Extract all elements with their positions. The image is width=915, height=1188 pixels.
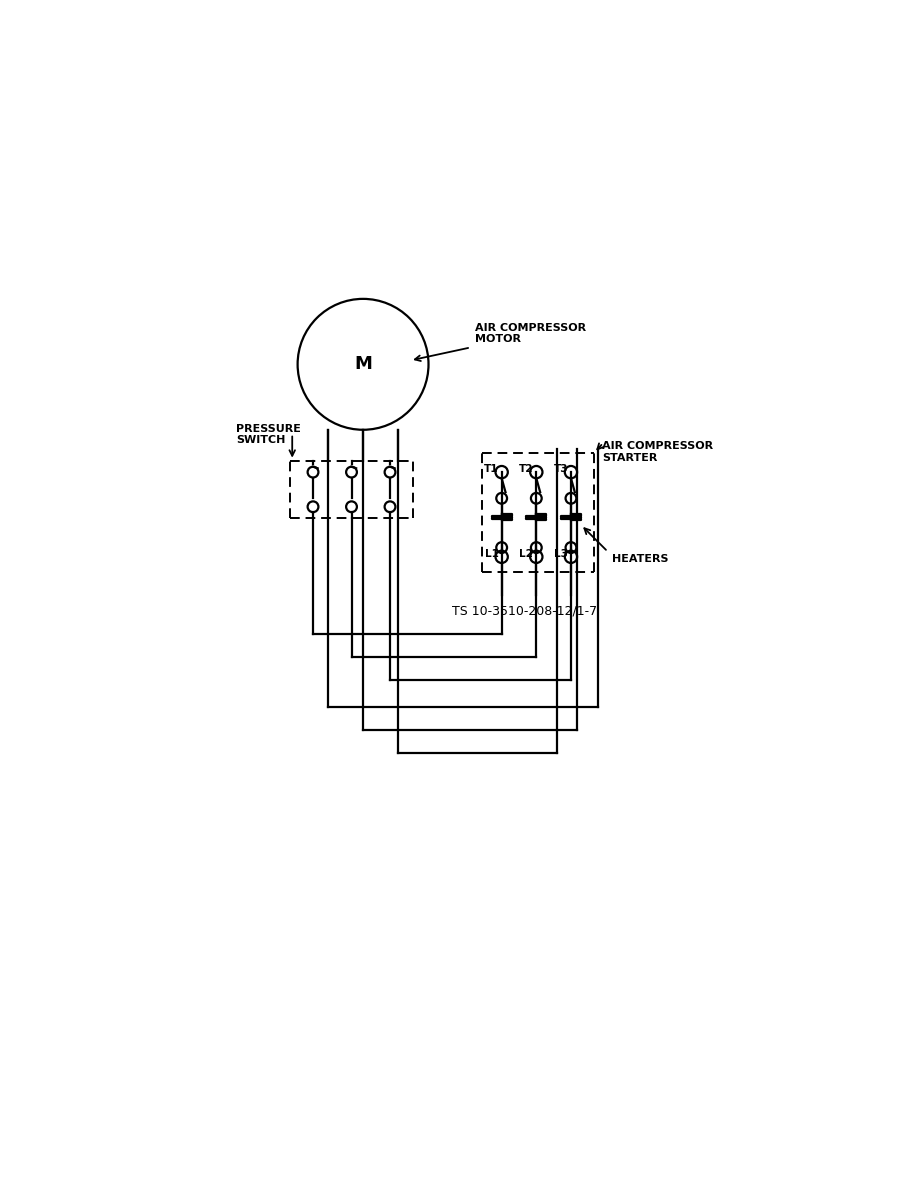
Text: L1: L1 — [485, 549, 499, 558]
Text: L2: L2 — [520, 549, 533, 558]
Text: TS 10-3510-208-12/1-7: TS 10-3510-208-12/1-7 — [452, 605, 597, 618]
Text: PRESSURE
SWITCH: PRESSURE SWITCH — [236, 424, 301, 446]
Text: AIR COMPRESSOR
MOTOR: AIR COMPRESSOR MOTOR — [475, 323, 586, 345]
Text: T2: T2 — [519, 465, 533, 474]
Text: L3: L3 — [554, 549, 568, 558]
Text: M: M — [354, 355, 372, 373]
Text: T1: T1 — [484, 465, 499, 474]
Text: AIR COMPRESSOR
STARTER: AIR COMPRESSOR STARTER — [602, 441, 713, 463]
Text: T3: T3 — [554, 465, 568, 474]
Text: HEATERS: HEATERS — [612, 554, 668, 564]
